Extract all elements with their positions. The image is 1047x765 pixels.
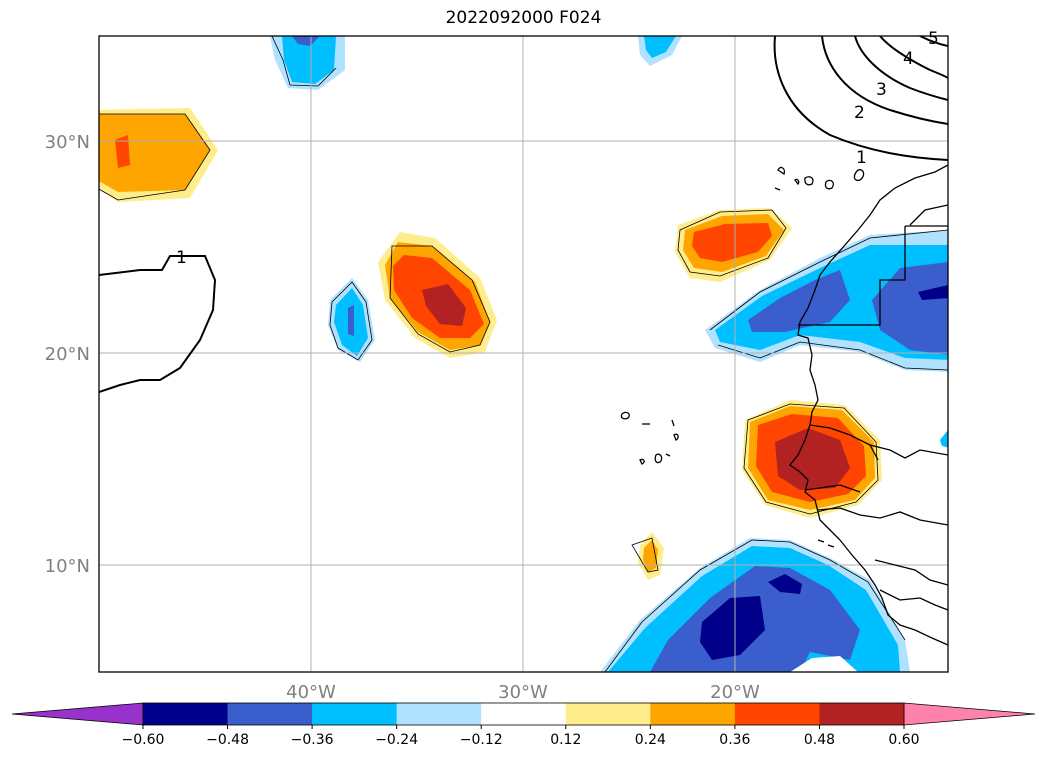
lat-axis: 30°N 20°N 10°N: [45, 132, 90, 577]
contour-label: 4: [903, 49, 914, 69]
colorbar-extend-low: [11, 702, 144, 726]
lon-axis: 40°W 30°W 20°W: [286, 682, 760, 703]
colorbar-tick-label: 0.48: [804, 732, 835, 748]
gridlines: [99, 36, 948, 672]
colorbar-tick-label: −0.12: [460, 732, 503, 748]
anomaly-blob-negative: [600, 538, 910, 672]
anomaly-blob-positive: [675, 208, 792, 282]
anomaly-blob-positive: [631, 532, 664, 580]
anomaly-blob-negative: [638, 36, 682, 66]
contour-lines: [99, 36, 948, 393]
anomaly-blob-positive: [99, 108, 218, 202]
lon-tick-label: 40°W: [286, 682, 336, 703]
colorbar-tick-label: −0.36: [291, 732, 334, 748]
colorbar-segment: [312, 703, 398, 725]
colorbar-segment: [565, 703, 651, 725]
lon-tick-label: 20°W: [710, 682, 760, 703]
contour-label: 1: [856, 148, 867, 168]
contour-label: 2: [854, 103, 865, 123]
colorbar-tick-label: −0.60: [122, 732, 165, 748]
lon-tick-label: 30°W: [498, 682, 548, 703]
contour-label: 1: [176, 248, 187, 268]
colorbar-segment: [650, 703, 736, 725]
lat-tick-label: 10°N: [45, 556, 90, 577]
colorbar-segment: [819, 703, 905, 725]
map-title: 2022092000 F024: [445, 8, 602, 28]
colorbar-frame: [142, 702, 905, 726]
colorbar-segment: [227, 703, 313, 725]
contour-label: 3: [876, 80, 887, 100]
colorbar-tick-label: −0.24: [375, 732, 418, 748]
lat-tick-label: 20°N: [45, 344, 90, 365]
anomaly-blob-negative: [270, 36, 345, 90]
colorbar-segment: [143, 703, 229, 725]
lat-tick-label: 30°N: [45, 132, 90, 153]
colorbar-tick-label: 0.60: [888, 732, 919, 748]
filled-contours: [99, 36, 948, 672]
coastlines: [620, 164, 948, 646]
contour-label: 5: [928, 29, 939, 49]
contour-labels: 1 1 2 3 4 5: [176, 29, 939, 268]
map-frame: [98, 35, 949, 673]
colorbar: −0.60 −0.48 −0.36 −0.24 −0.12 0.12 0.24 0.36 0.4…: [11, 702, 1036, 748]
colorbar-tick-label: 0.36: [719, 732, 750, 748]
colorbar-segment: [481, 703, 567, 725]
colorbar-tick-label: −0.48: [206, 732, 249, 748]
colorbar-segment: [734, 703, 820, 725]
colorbar-segment: [396, 703, 482, 725]
anomaly-blob-positive: [742, 400, 882, 518]
colorbar-tick-label: 0.24: [635, 732, 666, 748]
anomaly-blob-negative: [705, 229, 948, 372]
anomaly-blob-positive: [378, 232, 497, 358]
colorbar-tick-label: 0.12: [550, 732, 581, 748]
colorbar-extend-high: [903, 702, 1036, 726]
anomaly-blob-negative: [328, 278, 375, 362]
anomaly-blob-negative: [940, 430, 948, 448]
